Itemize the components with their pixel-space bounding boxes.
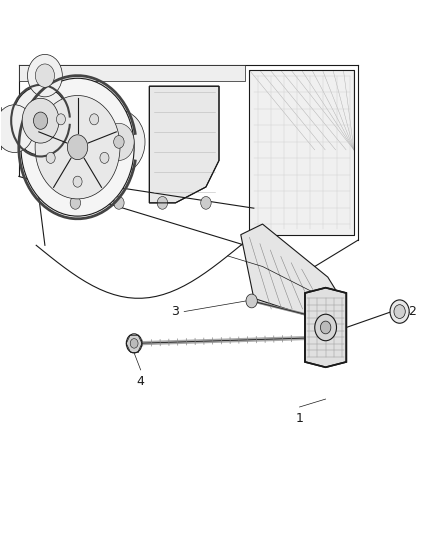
Circle shape (315, 314, 336, 341)
Circle shape (73, 176, 82, 187)
Circle shape (390, 300, 409, 323)
Circle shape (67, 135, 88, 159)
Text: 2: 2 (408, 305, 416, 318)
Circle shape (35, 95, 120, 199)
Circle shape (114, 135, 124, 148)
Circle shape (157, 197, 168, 209)
Text: 1: 1 (296, 413, 304, 425)
Circle shape (201, 197, 211, 209)
Circle shape (21, 78, 134, 216)
Polygon shape (305, 288, 346, 367)
Polygon shape (149, 86, 219, 203)
Polygon shape (19, 65, 245, 81)
Circle shape (100, 152, 109, 163)
Circle shape (93, 110, 145, 174)
Circle shape (22, 98, 59, 143)
Circle shape (394, 305, 405, 318)
Circle shape (12, 86, 69, 155)
Circle shape (0, 105, 34, 152)
Circle shape (33, 112, 48, 130)
Circle shape (126, 334, 142, 353)
Circle shape (70, 197, 81, 209)
Circle shape (114, 197, 124, 209)
Circle shape (35, 64, 54, 87)
Polygon shape (250, 70, 354, 235)
Circle shape (321, 321, 331, 334)
Circle shape (57, 114, 65, 125)
Circle shape (90, 114, 99, 125)
Polygon shape (241, 224, 341, 319)
Circle shape (28, 54, 62, 97)
Circle shape (46, 152, 55, 163)
Text: 4: 4 (137, 375, 145, 388)
Polygon shape (0, 108, 1, 150)
Text: 3: 3 (171, 305, 179, 318)
Circle shape (246, 294, 257, 308)
Circle shape (104, 123, 134, 160)
Circle shape (130, 338, 138, 348)
